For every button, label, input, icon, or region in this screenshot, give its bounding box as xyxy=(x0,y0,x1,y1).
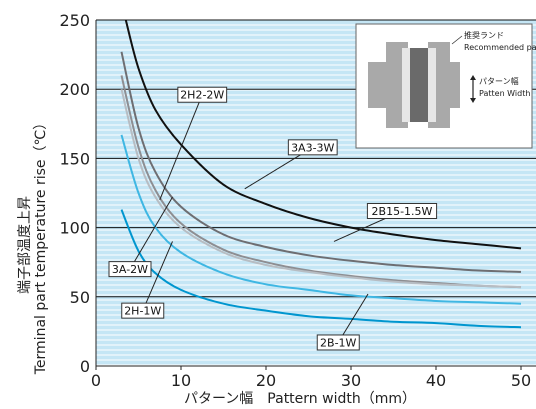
series-line-3A3-3W xyxy=(124,19,522,250)
y-axis-title-en: Terminal part temperature rise（℃） xyxy=(33,116,49,376)
annotation-leader-2H-1W xyxy=(142,241,173,311)
annotation-box-2B15-1.5W xyxy=(366,202,438,219)
x-tick-label-10: 10 xyxy=(171,371,191,390)
x-tick-label-50: 50 xyxy=(511,371,531,390)
annotation-label-3A-2W: 3A-2W xyxy=(112,263,148,276)
inset-resistor-body xyxy=(408,48,428,122)
series-line-2H2-2W xyxy=(120,51,522,273)
inset-pattern-en: Patten Width xyxy=(479,89,530,98)
grid-lines xyxy=(96,19,536,298)
inset-pattern-jp: パターン幅 xyxy=(479,76,519,86)
series-line-2B-1W xyxy=(120,209,522,329)
x-tick-label-30: 30 xyxy=(341,371,361,390)
x-tick-label-0: 0 xyxy=(91,371,101,390)
y-tick-label-150: 150 xyxy=(59,149,90,168)
inset-pad-leader xyxy=(451,35,463,45)
annotation-box-2B-1W xyxy=(316,334,360,351)
inset-label-en: Recommended pad xyxy=(464,43,536,52)
x-tick-label-40: 40 xyxy=(426,371,446,390)
inset-terminal-right xyxy=(428,48,436,122)
annotation-label-2B15-1.5W: 2B15-1.5W xyxy=(372,205,433,218)
annotation-leader-2B-1W xyxy=(337,293,369,343)
y-tick-label-200: 200 xyxy=(59,80,90,99)
inset-arrow-up-icon xyxy=(470,75,476,80)
inset-terminal-left xyxy=(402,48,410,122)
annotation-box-2H2-2W xyxy=(177,86,228,103)
annotation-leader-2H2-2W xyxy=(159,94,203,201)
series-line-2B15-1.5W xyxy=(120,75,522,289)
annotation-label-2H-1W: 2H-1W xyxy=(124,305,161,318)
axis-ticks: 0 50 100 150 200 250 0 10 20 30 40 50 xyxy=(59,11,531,390)
series-line-3A-2W xyxy=(120,88,522,289)
y-axis-title-jp: 端子部温度上昇 xyxy=(17,196,33,294)
y-tick-label-0: 0 xyxy=(80,357,90,376)
annotation-leader-3A-2W xyxy=(129,196,173,270)
annotation-box-3A3-3W xyxy=(287,139,338,156)
y-tick-label-100: 100 xyxy=(59,219,90,238)
annotation-label-3A3-3W: 3A3-3W xyxy=(291,141,334,154)
x-axis-title: パターン幅 Pattern width（mm） xyxy=(184,391,416,407)
annotation-box-2H-1W xyxy=(121,302,165,319)
inset-arrow-down-icon xyxy=(470,98,476,103)
recommended-pad-inset: 推奨ランド Recommended pad パターン幅 Patten Width xyxy=(355,23,536,149)
annotation-label-2B-1W: 2B-1W xyxy=(320,336,357,349)
y-tick-label-250: 250 xyxy=(59,11,90,30)
annotations-group: 2H2-2W 3A3-3W 2B15-1.5W 3A-2W 2H-1W 2B-1W xyxy=(108,86,438,351)
annotation-box-3A-2W xyxy=(108,261,152,278)
x-tick-label-20: 20 xyxy=(256,371,276,390)
y-tick-label-50: 50 xyxy=(70,288,90,307)
annotation-label-2H2-2W: 2H2-2W xyxy=(180,89,224,102)
inset-label-jp: 推奨ランド xyxy=(464,30,504,40)
y-axis-title: 端子部温度上昇 Terminal part temperature rise（℃… xyxy=(17,116,49,376)
series-group xyxy=(120,19,522,329)
series-line-2H-1W xyxy=(120,134,522,305)
